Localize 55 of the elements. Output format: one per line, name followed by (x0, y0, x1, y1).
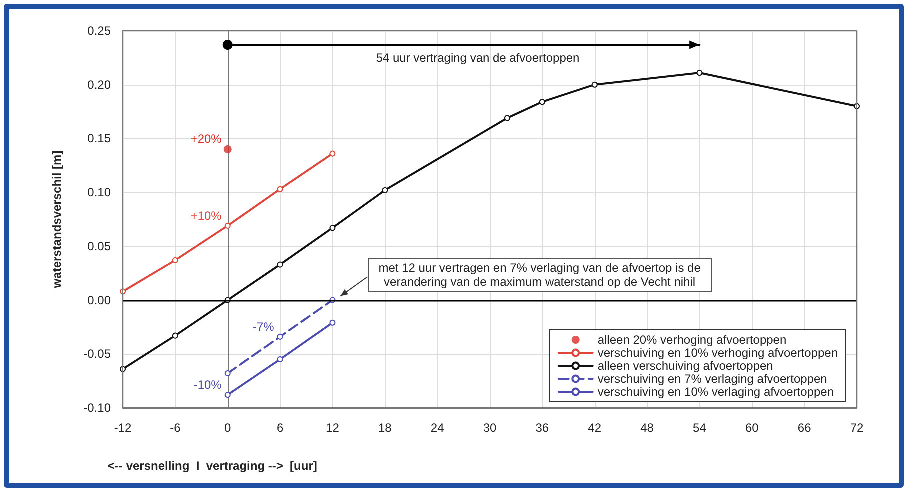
y-tick-label: -0.05 (84, 347, 112, 362)
y-tick-label: 0.05 (88, 239, 112, 254)
annotation: met 12 uur vertragen en 7% verlaging van de afvoertop is de verandering van de maximum waterstand op de Vecht nihil (368, 258, 712, 292)
annotation: -10% (194, 378, 222, 392)
x-tick-label: 30 (483, 421, 497, 435)
x-tick-label: 18 (378, 421, 392, 435)
y-tick-label: 0.15 (88, 132, 112, 146)
legend-label: alleen 20% verhoging afvoertoppen (598, 333, 787, 347)
point (330, 320, 336, 326)
point (277, 262, 284, 268)
point (592, 82, 598, 88)
y-tick-label: 0.20 (88, 78, 112, 92)
annotation: +10% (190, 208, 222, 223)
x-tick-label: 24 (430, 421, 445, 435)
y-tick-label: 0.00 (88, 293, 112, 308)
legend-label: verschuiving en 7% verlaging afvoertoppen (598, 372, 828, 386)
point (330, 150, 336, 157)
point (172, 257, 178, 264)
x-tick-label: 6 (276, 421, 284, 435)
point (172, 332, 178, 339)
x-tick-label: 66 (798, 421, 812, 435)
y-tick-label: 0.25 (88, 24, 112, 38)
y-tick-label: -0.10 (84, 401, 112, 415)
x-axis-title: <-- versnelling I vertraging --> [uur] (108, 459, 318, 473)
legend-label: verschuiving en 10% verlaging afvoertoppen (598, 385, 834, 399)
y-tick-label: 0.10 (88, 186, 112, 200)
point (539, 99, 546, 106)
x-tick-label: 60 (745, 421, 760, 435)
x-tick-label: -6 (170, 421, 182, 435)
x-tick-label: 0 (224, 421, 232, 435)
point (277, 334, 284, 340)
x-tick-label: 36 (536, 421, 550, 435)
point (224, 222, 231, 229)
point (504, 115, 510, 122)
point (224, 370, 231, 377)
x-tick-label: 42 (588, 421, 602, 435)
point (382, 187, 388, 194)
point (224, 145, 232, 154)
x-tick-label: 48 (640, 421, 654, 435)
annotation: +20% (190, 132, 222, 146)
legend-label: verschuiving en 10% verhoging afvoertoppen (598, 346, 838, 360)
x-tick-label: 54 (693, 421, 707, 435)
point (222, 40, 233, 50)
x-tick-label: 12 (326, 421, 340, 435)
x-tick-label: 72 (850, 421, 864, 435)
point (330, 225, 336, 232)
point (696, 70, 703, 76)
point (224, 392, 231, 398)
point (277, 186, 284, 192)
x-tick-label: -12 (114, 421, 132, 435)
point (277, 356, 284, 363)
y-axis-title: waterstandsverschil [m] (50, 150, 64, 290)
legend-label: alleen verschuiving afvoertoppen (598, 359, 774, 373)
annotation: -7% (252, 320, 274, 334)
annotation: 54 uur vertraging van de afvoertoppen (376, 51, 580, 65)
